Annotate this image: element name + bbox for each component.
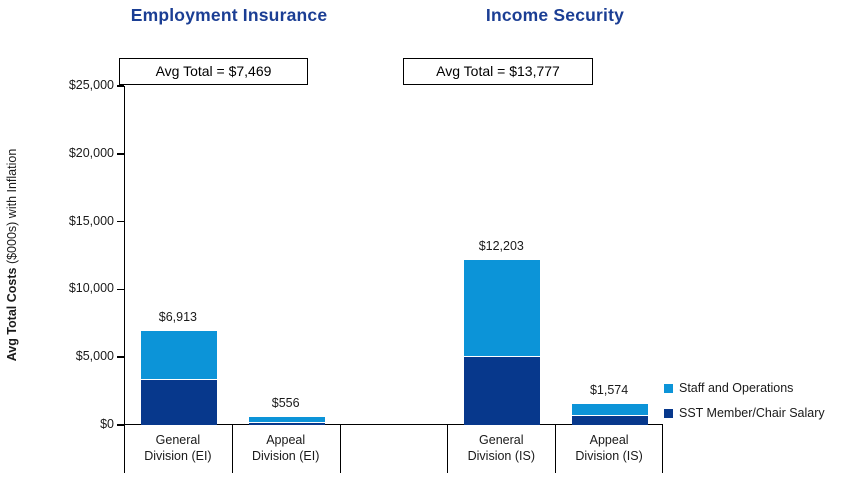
y-tick-mark	[117, 288, 124, 291]
category-divider	[555, 425, 557, 473]
bar-total-label: $12,203	[478, 238, 524, 253]
legend-item: Staff and Operations	[664, 381, 793, 395]
legend-item: SST Member/Chair Salary	[664, 406, 825, 420]
y-tick-mark	[117, 85, 124, 87]
bar-segment	[248, 422, 325, 425]
category-divider	[124, 425, 125, 473]
bar-segment	[140, 331, 217, 381]
y-tick-mark	[117, 220, 124, 223]
y-tick-label: $15,000	[68, 213, 114, 228]
category-divider	[447, 425, 449, 473]
plot-area	[124, 86, 663, 425]
group-title-income-security: Income Security	[485, 5, 625, 25]
bar-segment	[464, 357, 541, 425]
category-divider	[231, 425, 233, 473]
y-tick-label: $10,000	[68, 281, 114, 296]
group-title-employment-insurance: Employment Insurance	[130, 5, 328, 25]
bar-total-label: $1,574	[589, 382, 629, 397]
legend-label: Staff and Operations	[679, 381, 794, 395]
y-tick-mark	[117, 424, 124, 426]
y-tick-mark	[117, 153, 124, 155]
x-axis-category-label: Appeal Division (EI)	[252, 433, 320, 463]
y-tick-mark	[117, 356, 124, 358]
avg-total-box-ei: Avg Total = $7,469	[119, 58, 308, 85]
y-tick-label: $25,000	[68, 78, 114, 92]
bar-total-label: $556	[271, 396, 300, 411]
bar-segment	[464, 259, 541, 358]
y-tick-label: $0	[100, 417, 114, 431]
legend-color-swatch	[664, 383, 673, 393]
x-axis-category-label: Appeal Division (IS)	[575, 433, 643, 463]
bar-segment	[248, 417, 325, 423]
y-axis-title-rest: ($000s) with Inflation	[5, 148, 19, 268]
bar-total-label: $6,913	[158, 310, 197, 325]
bar-segment	[572, 416, 649, 425]
bar-segment	[572, 403, 649, 417]
y-tick-label: $5,000	[75, 349, 114, 364]
category-divider	[339, 425, 341, 473]
y-axis-title: Avg Total Costs ($000s) with Inflation	[5, 90, 21, 420]
x-axis-category-label: General Division (EI)	[144, 433, 212, 463]
bar-segment	[140, 380, 217, 425]
category-divider	[662, 425, 663, 473]
x-axis-category-label: General Division (IS)	[467, 433, 535, 463]
legend-color-swatch	[664, 408, 673, 418]
avg-total-box-is: Avg Total = $13,777	[403, 58, 593, 85]
y-tick-label: $20,000	[68, 145, 114, 160]
legend-label: SST Member/Chair Salary	[679, 406, 825, 420]
